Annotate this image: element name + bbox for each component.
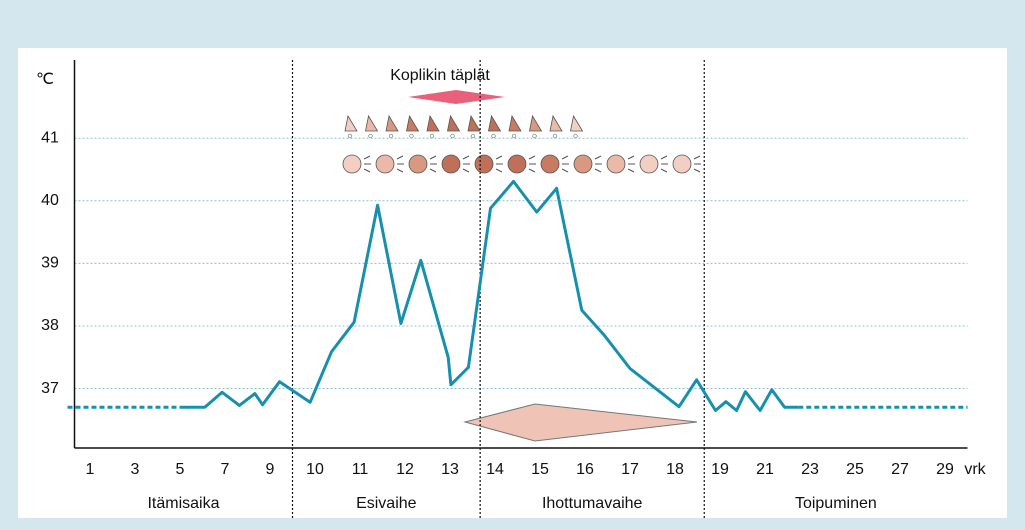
head-icon [508,155,526,173]
x-unit-label: vrk [964,461,986,478]
head-icon [640,155,658,173]
x-tick-label: 12 [396,461,414,478]
head-icon [574,155,592,173]
head-icon [607,155,625,173]
x-tick-label: 13 [441,461,459,478]
x-tick-label: 29 [936,461,954,478]
chart: ℃ Koplikin täplät 3738394041135791011121… [0,0,1025,530]
head-icon [541,155,559,173]
y-tick-label: 38 [41,317,59,334]
head-icon [343,155,361,173]
y-tick-label: 37 [41,380,59,397]
y-unit-label: ℃ [36,71,54,88]
x-tick-label: 11 [352,461,369,478]
x-tick-label: 18 [666,461,684,478]
phase-label: Esivaihe [356,495,417,512]
y-tick-label: 40 [41,192,59,209]
phase-label: Itämisaika [147,495,219,512]
x-tick-label: 1 [86,461,95,478]
x-tick-label: 7 [221,461,230,478]
x-tick-label: 19 [711,461,729,478]
x-tick-label: 25 [846,461,864,478]
x-tick-label: 14 [486,461,504,478]
x-tick-label: 21 [756,461,774,478]
y-tick-label: 39 [41,255,59,272]
x-tick-label: 27 [891,461,909,478]
head-icon [475,155,493,173]
y-tick-label: 41 [41,129,59,146]
x-tick-label: 23 [801,461,819,478]
head-icon [376,155,394,173]
x-tick-label: 9 [266,461,275,478]
head-icon [409,155,427,173]
phase-label: Ihottumavaihe [542,495,643,512]
x-tick-label: 10 [306,461,324,478]
head-icon [673,155,691,173]
annotation: Koplikin täplät [390,67,490,84]
x-tick-label: 16 [576,461,594,478]
x-tick-label: 3 [131,461,140,478]
x-tick-label: 5 [176,461,185,478]
x-tick-label: 15 [531,461,549,478]
x-tick-label: 17 [621,461,639,478]
phase-label: Toipuminen [795,495,877,512]
head-icon [442,155,460,173]
